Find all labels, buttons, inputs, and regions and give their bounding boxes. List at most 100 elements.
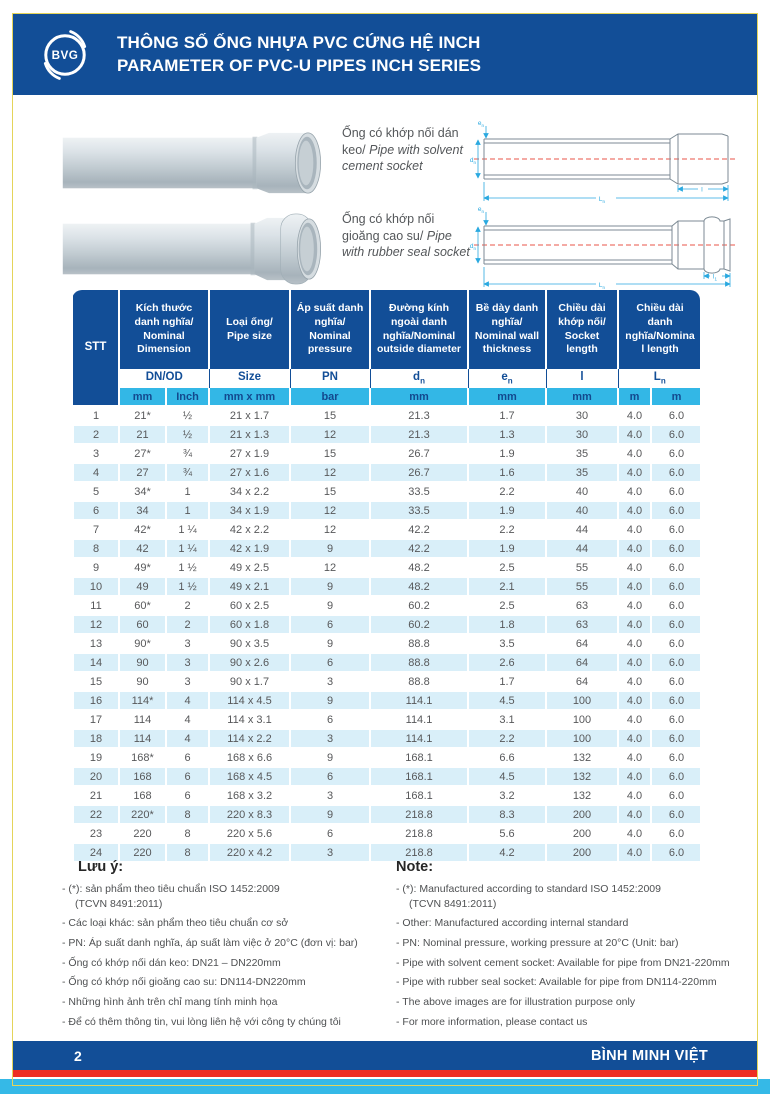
col-header-nominal-length: Chiều dài danh nghĩa/Nominal length — [616, 290, 700, 369]
note-item: - Ống có khớp nối dán keo: DN21 – DN220m… — [62, 956, 281, 969]
table-cell: 60.2 — [369, 595, 468, 615]
table-cell: 2.5 — [467, 595, 546, 615]
table-cell: 6 — [165, 785, 209, 805]
table-cell: 48.2 — [369, 557, 468, 577]
table-row: 19 168* 6 168 x 6.6 9 168.1 6.6 132 4.0 6.0 — [72, 747, 700, 767]
unit-bar: bar — [289, 388, 370, 406]
table-cell: 1 — [165, 481, 209, 501]
table-cell: 4.0 — [617, 481, 651, 501]
symbol-pn: PN — [289, 369, 370, 388]
table-cell: 1 ¼ — [165, 519, 209, 539]
table-cell: 114.1 — [369, 690, 468, 710]
table-cell: 1 ½ — [165, 557, 209, 577]
table-cell: 8 — [165, 842, 209, 861]
table-cell: 9 — [289, 595, 370, 615]
table-cell: 4.0 — [617, 785, 651, 805]
table-cell: 168 — [118, 785, 166, 805]
table-cell: 132 — [545, 766, 618, 786]
table-cell: 15 — [289, 405, 370, 425]
dim-label-l: l — [701, 187, 703, 194]
table-cell: 3 — [165, 633, 209, 653]
table-row: 12 60 2 60 x 1.8 6 60.2 1.8 63 4.0 6.0 — [72, 614, 700, 634]
symbol-Ln: Ln — [617, 369, 700, 388]
table-cell: 55 — [545, 576, 618, 596]
table-cell: 4.2 — [467, 842, 546, 861]
table-row: 20 168 6 168 x 4.5 6 168.1 4.5 132 4.0 6.0 — [72, 766, 700, 786]
page-number: 2 — [74, 1047, 82, 1064]
note-item: - PN: Nominal pressure, working pressure… — [396, 937, 679, 950]
dim-label-en: en — [478, 120, 485, 128]
table-cell: 8 — [165, 823, 209, 843]
table-cell: 2.1 — [467, 576, 546, 596]
symbol-en: en — [467, 369, 546, 388]
table-cell: 220 — [118, 823, 166, 843]
table-cell: 6.0 — [649, 823, 700, 843]
note-item: - For more information, please contact u… — [396, 1015, 588, 1028]
caption-solvent-vi: Ống có khớp nối dán keo/ — [342, 126, 459, 157]
table-cell: 21 x 1.3 — [208, 424, 290, 444]
caption-solvent-en: Pipe with solvent cement socket — [342, 142, 463, 174]
figure-rubber-socket: Ống có khớp nối gioăng cao su/ Pipe with… — [60, 205, 744, 293]
table-cell: 12 — [289, 424, 370, 444]
table-cell: 55 — [545, 557, 618, 577]
table-cell: 27 — [118, 462, 166, 482]
table-cell: 4.0 — [617, 690, 651, 710]
table-cell: 63 — [545, 614, 618, 634]
note-item: - The above images are for illustration … — [396, 996, 636, 1009]
table-cell: 27 x 1.6 — [208, 462, 290, 482]
table-cell: 23 — [72, 823, 119, 843]
pipe-photo-rubber — [62, 213, 322, 285]
unit-mm-dn: mm — [369, 388, 468, 406]
table-cell: 9 — [289, 747, 370, 767]
table-cell: 26.7 — [369, 462, 468, 482]
note-item: - Các loại khác: sản phẩm theo tiêu chuẩ… — [62, 917, 289, 930]
table-cell: 6.0 — [649, 405, 700, 425]
table-cell: 2 — [165, 595, 209, 615]
table-cell: 21.3 — [369, 405, 468, 425]
table-cell: 4.5 — [467, 766, 546, 786]
table-cell: 114 x 2.2 — [208, 728, 290, 748]
table-cell: 42.2 — [369, 519, 468, 539]
table-cell: 1 — [72, 405, 119, 425]
table-cell: 114* — [118, 690, 166, 710]
table-cell: 2.6 — [467, 652, 546, 672]
table-cell: 14 — [72, 652, 119, 672]
caption-solvent-socket: Ống có khớp nối dán keo/ Pipe with solve… — [342, 125, 472, 175]
table-cell: 88.8 — [369, 671, 468, 691]
table-cell: 168 x 3.2 — [208, 785, 290, 805]
table-cell: 6 — [72, 500, 119, 520]
table-cell: 90 x 3.5 — [208, 633, 290, 653]
table-cell: 1.7 — [467, 405, 546, 425]
table-cell: 90* — [118, 633, 166, 653]
table-cell: 6 — [165, 766, 209, 786]
table-cell: 42* — [118, 519, 166, 539]
table-row: 13 90* 3 90 x 3.5 9 88.8 3.5 64 4.0 6.0 — [72, 633, 700, 653]
col-header-pipe-size: Loại ống/ Pipe size — [208, 290, 290, 369]
table-cell: 4.0 — [617, 576, 651, 596]
table-cell: 9 — [289, 690, 370, 710]
notes-en-title: Note: — [396, 859, 434, 875]
col-header-outside-diameter: Đường kính ngoài danh nghĩa/Nominal outs… — [369, 290, 468, 369]
bvg-logo-icon: BVG — [35, 25, 95, 85]
table-cell: ¾ — [165, 443, 209, 463]
table-cell: 200 — [545, 842, 618, 861]
table-cell: 6 — [165, 747, 209, 767]
footer-cyan-stripe — [0, 1079, 770, 1094]
table-cell: 4.0 — [617, 652, 651, 672]
col-header-wall-thickness: Bề dày danh nghĩa/ Nominal wall thicknes… — [467, 290, 546, 369]
table-cell: 27 x 1.9 — [208, 443, 290, 463]
table-cell: 6.0 — [649, 766, 700, 786]
table-cell: 34 x 2.2 — [208, 481, 290, 501]
note-item: - (*): sản phẩm theo tiêu chuẩn ISO 1452… — [62, 882, 387, 911]
dim-label-l1: l1 — [713, 274, 717, 282]
table-cell: 2 — [165, 614, 209, 634]
footer-bar: 2 BÌNH MINH VIỆT — [12, 1041, 758, 1070]
table-row: 17 114 4 114 x 3.1 6 114.1 3.1 100 4.0 6.0 — [72, 709, 700, 729]
table-cell: 168* — [118, 747, 166, 767]
table-cell: 5 — [72, 481, 119, 501]
table-cell: 220* — [118, 804, 166, 824]
table-cell: 1.9 — [467, 538, 546, 558]
table-cell: 114 — [118, 728, 166, 748]
table-cell: 3 — [72, 443, 119, 463]
table-cell: 16 — [72, 690, 119, 710]
